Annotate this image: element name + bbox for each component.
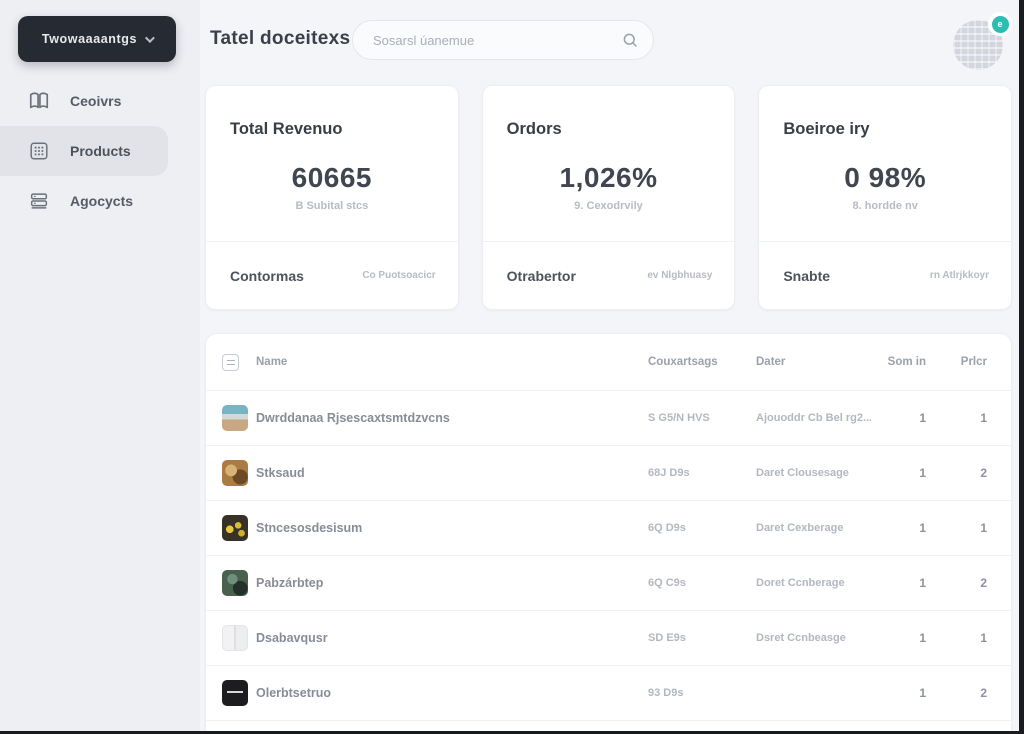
table-row[interactable]: Stncesosdesisum 6Q D9s Daret Cexberage 1… [206,501,1011,556]
sidebar: Twowaaaantgs Ceoivrs [0,0,200,734]
product-name: Stksaud [256,466,305,480]
table-header-row: Name Couxartsags Dater Som in Prlcr [206,334,1011,391]
golden-photo-thumb [222,460,248,486]
card-footer-value: rn Atlrjkkoyr [929,270,990,281]
grid-dots-icon [28,140,50,162]
status-badge-label: e [991,15,1009,33]
table-row[interactable]: Olerbtsetruo 93 D9s 1 2 [206,666,1011,721]
card-value: 1,026% [559,162,658,193]
stat-cards: Total Revenuo 60665 B Subital stcs Conto… [205,85,1013,310]
product-price: 2 [980,466,987,480]
product-category: 68J D9s [648,467,690,479]
card-value: 60665 [291,162,373,193]
sidebar-item-label: Products [70,143,131,159]
product-name: Dsabavqusr [256,631,328,645]
card-divider [759,241,1012,242]
column-header-stock: Som in [887,356,926,368]
column-header-date: Dater [756,356,786,368]
stat-card-rate: Boeiroe iry 0 98% 8. hordde nv Snabte rn… [758,85,1013,310]
product-category: SD E9s [648,632,686,644]
stat-card-revenue: Total Revenuo 60665 B Subital stcs Conto… [205,85,459,310]
search-icon[interactable] [621,31,639,49]
product-stock: 1 [919,466,926,480]
sidebar-item-products[interactable]: Products [0,126,168,176]
search-bar [352,20,654,60]
product-date: Dsret Ccnbeasge [756,632,846,644]
card-divider [482,241,735,242]
beach-photo-thumb [222,405,248,431]
product-stock: 1 [919,411,926,425]
sidebar-nav: Ceoivrs Products [0,76,200,226]
card-value: 0 98% [844,162,927,193]
table-row[interactable]: Dwrddanaa Rjsescaxtsmtdzvcns S G5/N HVS … [206,391,1011,446]
product-price: 1 [980,631,987,645]
product-name: Pabzárbtep [256,576,324,590]
sidebar-item-analytics[interactable]: Agocycts [0,176,200,226]
book-icon [28,90,50,112]
table-row[interactable]: Dsabavqusr SD E9s Dsret Ccnbeasge 1 1 [206,611,1011,666]
avatar-status-badge: e [988,12,1012,36]
table-row[interactable]: Pabzárbtep 6Q C9s Doret Ccnberage 1 2 [206,556,1011,611]
product-stock: 1 [919,631,926,645]
product-name: Stncesosdesisum [256,521,363,535]
card-footer-label: Otrabertor [506,267,576,284]
product-category: S G5/N HVS [648,412,710,424]
card-footer-label: Snabte [783,267,831,284]
card-footer-value: Co Puotsoacicr [362,270,436,281]
product-price: 2 [980,686,987,700]
column-header-price: Prlcr [960,356,987,368]
light-product-thumb [222,625,248,651]
product-date: Daret Cexberage [756,522,844,534]
products-table: Name Couxartsags Dater Som in Prlcr Dwrd… [205,333,1012,734]
product-stock: 1 [919,576,926,590]
product-name: Dwrddanaa Rjsescaxtsmtdzvcns [256,411,450,425]
table-row[interactable]: Stksaud 68J D9s Daret Clousesage 1 2 [206,446,1011,501]
stat-card-orders: Ordors 1,026% 9. Cexodrvily Otrabertor e… [481,85,736,310]
card-title: Boeiroe iry [783,120,870,138]
green-photo-thumb [222,570,248,596]
card-subtitle: 8. hordde nv [852,200,918,212]
chevron-down-icon [145,32,155,43]
screen-edge-right [1019,0,1024,734]
screen-edge-bottom [0,731,1024,734]
product-category: 6Q D9s [648,522,686,534]
card-divider [206,241,458,242]
brand-logo-button[interactable]: Twowaaaantgs [18,16,176,62]
search-input[interactable] [373,32,621,48]
product-price: 1 [980,521,987,535]
product-date: Doret Ccnberage [756,577,845,589]
product-date: Daret Clousesage [756,467,849,479]
card-title: Total Revenuo [230,120,343,138]
card-footer-label: Contormas [230,267,304,284]
rows-icon [28,190,50,212]
product-category: 6Q C9s [648,577,686,589]
sidebar-item-orders[interactable]: Ceoivrs [0,76,200,126]
column-header-category: Couxartsags [648,356,718,368]
card-title: Ordors [506,120,562,138]
card-footer-value: ev Nlgbhuasy [647,270,713,281]
dark-flowers-thumb [222,515,248,541]
product-name: Olerbtsetruo [256,686,332,700]
product-stock: 1 [919,521,926,535]
sidebar-item-label: Ceoivrs [70,93,122,109]
product-date: Ajouoddr Cb Bel rg2... [756,412,871,424]
card-subtitle: 9. Cexodrvily [574,200,643,212]
sidebar-item-label: Agocycts [70,193,134,209]
product-price: 2 [980,576,987,590]
user-avatar[interactable] [953,20,1003,70]
product-category: 93 D9s [648,687,684,699]
column-header-name: Name [256,356,288,368]
black-label-thumb [222,680,248,706]
product-price: 1 [980,411,987,425]
page-title: Tatel doceitexs [210,28,351,49]
product-stock: 1 [919,686,926,700]
card-subtitle: B Subital stcs [295,200,369,212]
select-all-checkbox[interactable] [222,353,239,371]
brand-logo-label: Twowaaaantgs [41,32,138,46]
